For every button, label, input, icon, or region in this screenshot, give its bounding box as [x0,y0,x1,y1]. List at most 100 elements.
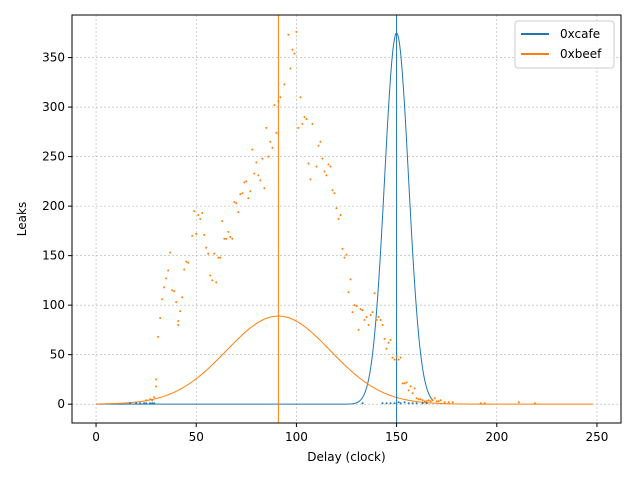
data-point-0xcafe [411,402,414,405]
data-point-0xcafe [149,402,152,405]
data-point-0xbeef [399,356,402,359]
data-point-0xbeef [311,122,314,125]
data-point-0xbeef [451,401,454,404]
data-point-0xbeef [439,399,442,402]
data-point-0xcafe [393,402,396,405]
data-point-0xbeef [163,286,166,289]
data-point-0xbeef [277,100,280,103]
data-point-0xcafe [139,402,142,405]
data-point-0xbeef [173,290,176,293]
data-point-0xbeef [443,401,446,404]
data-point-0xcafe [129,402,132,405]
data-point-0xbeef [325,174,328,177]
data-point-0xbeef [425,400,428,403]
scatter-points [129,30,536,405]
data-point-0xbeef [235,202,238,205]
data-point-0xbeef [389,338,392,341]
data-point-0xbeef [205,246,208,249]
data-point-0xbeef [259,179,262,182]
data-point-0xbeef [169,251,172,254]
y-tick-label: 0 [57,397,65,411]
data-point-0xbeef [365,316,368,319]
data-point-0xbeef [157,335,160,338]
y-tick-label: 200 [42,199,65,213]
data-point-0xbeef [239,193,242,196]
data-point-0xcafe [421,402,424,405]
data-point-0xbeef [337,218,340,220]
data-point-0xcafe [397,401,400,404]
grid [72,15,621,423]
data-point-0xbeef [303,116,306,118]
data-point-0xbeef [149,398,152,401]
data-point-0xbeef [217,256,220,259]
data-point-0xbeef [233,201,236,204]
data-point-0xbeef [355,305,358,308]
data-point-0xcafe [145,402,148,405]
data-point-0xbeef [363,319,366,322]
data-point-0xbeef [405,381,408,384]
data-point-0xbeef [181,296,184,299]
data-point-0xbeef [267,155,270,158]
data-point-0xbeef [375,319,378,322]
x-axis-label: Delay (clock) [307,450,385,464]
data-point-0xbeef [155,378,158,381]
data-point-0xbeef [329,165,332,168]
data-point-0xbeef [231,237,234,240]
data-point-0xbeef [159,317,162,320]
data-point-0xbeef [261,157,264,160]
data-point-0xbeef [345,253,348,256]
data-point-0xbeef [195,232,198,235]
data-point-0xbeef [179,310,182,313]
data-point-0xbeef [203,233,206,236]
data-point-0xbeef [351,311,354,314]
data-point-0xbeef [247,197,250,200]
data-point-0xbeef [427,399,430,402]
data-point-0xbeef [383,337,386,340]
data-point-0xbeef [395,355,398,358]
x-tick-label: 0 [92,430,100,444]
data-point-0xbeef [391,356,394,359]
data-point-0xbeef [253,172,256,175]
data-point-0xbeef [291,48,294,51]
data-point-0xbeef [331,189,334,192]
y-tick-label: 150 [42,249,65,263]
data-point-0xbeef [223,237,226,240]
data-point-0xbeef [151,399,154,402]
data-point-0xbeef [369,314,372,317]
data-point-0xbeef [265,126,268,129]
x-tick-label: 200 [485,430,508,444]
data-point-0xbeef [273,104,276,107]
data-point-0xcafe [389,402,392,405]
axis-ticks: 0 50 100 150 200 250 0 50 100 150 200 250 300 350 [42,51,608,444]
data-point-0xbeef [199,218,202,220]
plot-frame [71,14,622,424]
x-tick-label: 150 [385,430,408,444]
data-point-0xbeef [209,274,212,277]
data-point-0xcafe [407,402,410,405]
legend-label-0xbeef: 0xbeef [560,47,602,61]
data-point-0xbeef [187,261,190,264]
data-point-0xbeef [393,358,396,361]
data-point-0xbeef [483,402,486,405]
data-point-0xbeef [361,309,364,312]
data-point-0xbeef [323,170,326,173]
data-point-0xbeef [377,316,380,319]
data-point-0xbeef [317,144,320,147]
data-point-0xbeef [327,163,330,166]
data-point-0xbeef [269,140,272,143]
fit-curves [96,32,593,405]
data-point-0xbeef [241,192,244,195]
data-point-0xbeef [359,308,362,311]
data-point-0xbeef [297,126,300,129]
x-tick-label: 100 [285,430,308,444]
data-point-0xbeef [295,30,298,33]
data-point-0xcafe [403,401,406,404]
data-point-0xbeef [201,212,204,215]
data-point-0xbeef [305,117,308,120]
data-point-0xbeef [419,398,422,401]
data-point-0xcafe [415,402,418,405]
data-point-0xbeef [193,210,196,213]
data-point-0xbeef [533,402,536,405]
data-point-0xbeef [397,358,400,361]
data-point-0xbeef [255,161,258,164]
